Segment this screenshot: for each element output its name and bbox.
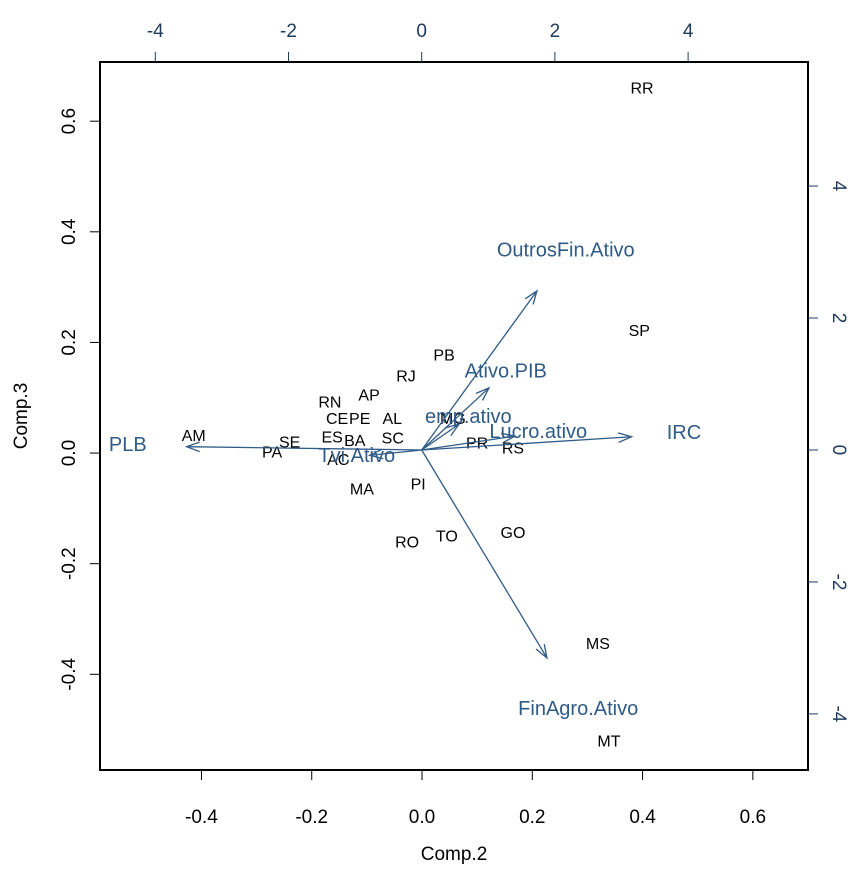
y2-tick-label: -4	[828, 705, 849, 722]
point-label: PR	[466, 435, 488, 452]
point-label: AL	[382, 411, 402, 428]
point-label: MS	[586, 636, 610, 653]
x2-tick-label: -4	[147, 21, 164, 42]
y2-tick-label: 2	[828, 313, 849, 324]
loading-label: emp.ativo	[425, 406, 512, 428]
loading-label: IRC	[667, 422, 701, 444]
x2-tick-label: -2	[280, 21, 297, 42]
point-label: AP	[358, 387, 379, 404]
point-label: PI	[411, 476, 426, 493]
arrow-head	[184, 441, 201, 453]
plot-frame	[99, 61, 809, 771]
point-label: SP	[629, 323, 650, 340]
point-label: SE	[279, 434, 300, 451]
point-label: RS	[502, 440, 524, 457]
loading-arrow	[369, 449, 422, 456]
x2-tick-label: 4	[683, 21, 694, 42]
point-label: MT	[597, 734, 620, 751]
point-label: RR	[630, 80, 653, 97]
loading-arrow	[421, 387, 490, 451]
y2-tick-label: 0	[828, 445, 849, 456]
loading-arrow	[186, 446, 422, 451]
loading-arrow	[421, 290, 538, 451]
point-label: PA	[262, 444, 282, 461]
point-label: AC	[327, 452, 349, 469]
x-tick-label: 0.2	[519, 807, 545, 828]
loading-label: Lucro.ativo	[489, 421, 587, 443]
point-label: SC	[382, 430, 404, 447]
point-label: BA	[344, 433, 366, 450]
arrow-head	[617, 432, 634, 443]
x-tick-label: -0.2	[295, 807, 328, 828]
point-label: RO	[395, 534, 419, 551]
loading-label: Ativo.PIB	[465, 361, 547, 383]
y-axis-title: Comp.3	[11, 383, 32, 450]
x2-tick-label: 0	[416, 21, 427, 42]
point-label: PB	[433, 347, 454, 364]
y2-tick-label: -2	[828, 573, 849, 590]
point-label: PE	[349, 411, 370, 428]
point-label: RN	[318, 394, 341, 411]
x-tick-label: -0.4	[185, 807, 218, 828]
x-axis-title: Comp.2	[421, 844, 488, 865]
y-tick-label: 0.6	[59, 108, 80, 134]
x-tick-label: 0.6	[740, 807, 766, 828]
loading-arrow	[421, 436, 632, 451]
arrow-head	[501, 432, 517, 444]
x2-tick-label: 2	[550, 21, 561, 42]
y-tick-label: -0.2	[59, 547, 80, 580]
loading-arrow	[421, 435, 516, 451]
point-label: GO	[501, 525, 526, 542]
loading-label: FinAgro.Ativo	[518, 698, 638, 720]
point-label: MA	[350, 481, 374, 498]
arrow-head	[367, 448, 384, 460]
y-tick-label: 0.4	[59, 218, 80, 245]
point-label: ES	[321, 429, 342, 446]
loading-label: Tvi.Ativo	[318, 445, 395, 467]
loading-arrow	[421, 449, 548, 659]
arrow-head	[524, 289, 539, 305]
point-label: AM	[182, 428, 206, 445]
y-tick-label: 0.2	[59, 329, 80, 355]
point-label: RJ	[396, 369, 416, 386]
loading-label: PLB	[109, 434, 147, 456]
x-tick-label: 0.4	[629, 807, 656, 828]
arrow-head	[445, 423, 461, 437]
x-tick-label: 0.0	[409, 807, 435, 828]
loading-label: OutrosFin.Ativo	[497, 239, 635, 261]
point-label: CE	[326, 411, 348, 428]
y-tick-label: 0.0	[59, 440, 80, 466]
arrow-head	[535, 643, 548, 660]
y-tick-label: -0.4	[59, 658, 80, 691]
y2-tick-label: 4	[828, 181, 849, 192]
arrow-head	[475, 386, 491, 401]
point-label: TO	[436, 528, 458, 545]
loading-arrow	[421, 423, 460, 451]
